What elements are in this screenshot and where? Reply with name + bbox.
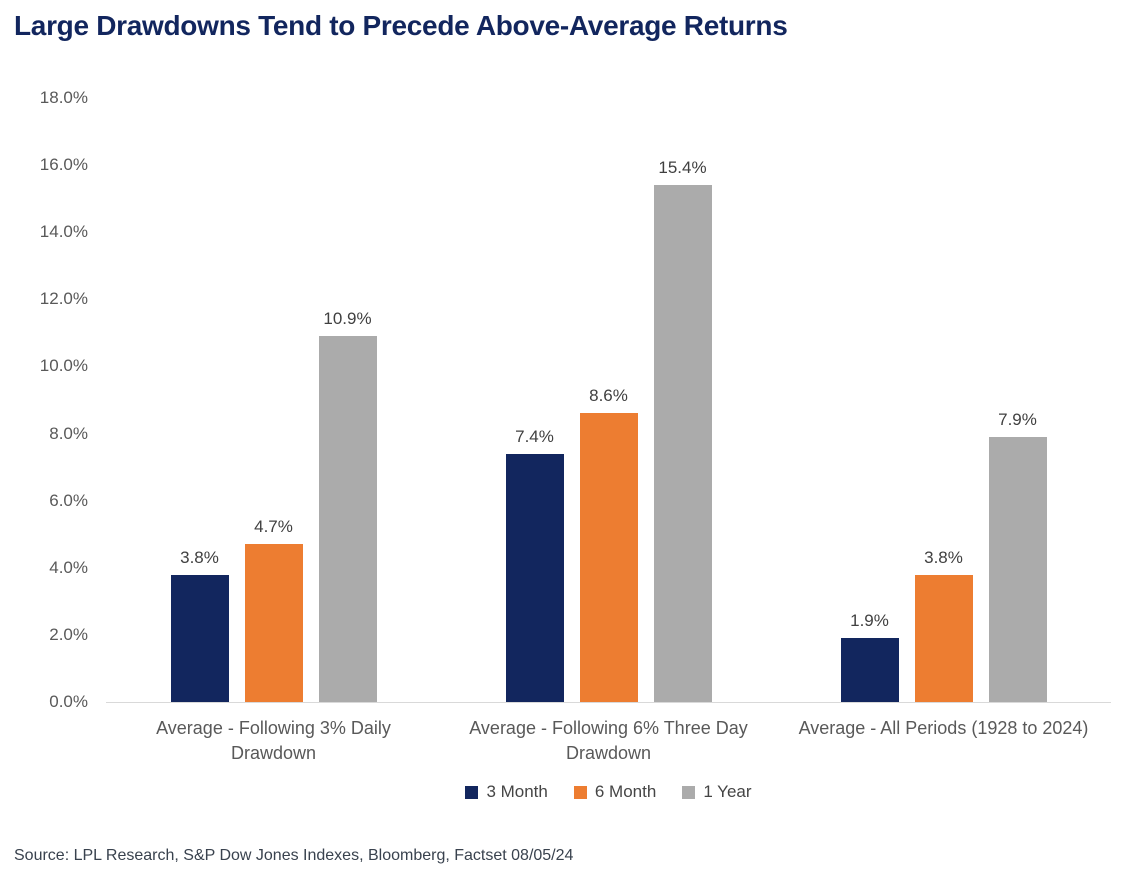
- x-axis-category-label: Average - All Periods (1928 to 2024): [798, 718, 1089, 738]
- x-axis-labels: Average - Following 3% Daily Drawdown Ave…: [106, 716, 1111, 772]
- y-axis-tick-label: 6.0%: [49, 490, 88, 510]
- bar-value-label: 1.9%: [850, 611, 889, 631]
- bar-value-label: 3.8%: [180, 547, 219, 567]
- bar: [579, 413, 638, 702]
- bar-group: 7.4% 8.6% 15.4%: [441, 98, 776, 702]
- bar-group: 3.8% 4.7% 10.9%: [106, 98, 441, 702]
- y-axis: 18.0% 16.0% 14.0% 12.0% 10.0% 8.0% 6.0% 4.0% 2.0…: [0, 0, 88, 873]
- y-axis-tick-label: 0.0%: [49, 692, 88, 711]
- bar: [244, 544, 303, 702]
- bar: [840, 638, 899, 702]
- legend-label: 6 Month: [594, 782, 657, 801]
- bar: [914, 574, 973, 702]
- y-axis-tick-label: 18.0%: [39, 88, 88, 107]
- bar: [318, 336, 377, 702]
- y-axis-tick-label: 8.0%: [49, 423, 88, 443]
- bar-column: 1.9%: [840, 610, 899, 702]
- legend-item: 3 Month: [465, 782, 548, 802]
- legend-swatch-icon: [682, 785, 696, 799]
- legend: 3 Month 6 Month 1 Year: [106, 782, 1111, 802]
- legend-swatch-icon: [465, 785, 479, 799]
- legend-swatch-icon: [573, 785, 587, 799]
- bar-column: 8.6%: [579, 385, 638, 702]
- source-note: Source: LPL Research, S&P Dow Jones Inde…: [14, 847, 574, 864]
- bar-group: 1.9% 3.8% 7.9%: [776, 98, 1111, 702]
- x-axis-category-label: Average - Following 6% Three Day Drawdow…: [469, 718, 748, 763]
- bar-column: 3.8%: [914, 547, 973, 702]
- x-axis-line: [106, 702, 1111, 703]
- y-axis-tick-label: 16.0%: [39, 155, 88, 175]
- bar-column: 15.4%: [653, 157, 712, 702]
- bar: [505, 453, 564, 702]
- y-axis-tick-label: 2.0%: [49, 624, 88, 644]
- bar-value-label: 10.9%: [323, 309, 372, 329]
- bar-value-label: 7.4%: [515, 426, 554, 446]
- bar-column: 10.9%: [318, 308, 377, 702]
- x-axis-category-label: Average - Following 3% Daily Drawdown: [156, 718, 391, 763]
- bar-value-label: 3.8%: [924, 547, 963, 567]
- bar-value-label: 7.9%: [998, 409, 1037, 429]
- bar-column: 7.4%: [505, 426, 564, 702]
- bar: [170, 574, 229, 702]
- plot-area: 3.8% 4.7% 10.9% 7.4% 8.6% 15.4% 1.9% 3.8% 7.9%: [106, 98, 1111, 703]
- chart-title: Large Drawdowns Tend to Precede Above-Av…: [14, 10, 788, 41]
- bar-column: 7.9%: [988, 409, 1047, 702]
- y-axis-tick-label: 12.0%: [39, 289, 88, 309]
- bar: [988, 436, 1047, 702]
- y-axis-tick-label: 4.0%: [49, 557, 88, 577]
- bar-column: 4.7%: [244, 516, 303, 702]
- bar-value-label: 4.7%: [254, 517, 293, 537]
- legend-item: 1 Year: [682, 782, 752, 802]
- y-axis-tick-label: 14.0%: [39, 222, 88, 242]
- bar-column: 3.8%: [170, 547, 229, 702]
- bar: [653, 185, 712, 702]
- legend-label: 3 Month: [486, 782, 548, 801]
- bar-value-label: 8.6%: [589, 386, 628, 406]
- legend-item: 6 Month: [573, 782, 657, 802]
- legend-label: 1 Year: [703, 782, 752, 801]
- y-axis-tick-label: 10.0%: [39, 356, 88, 376]
- bar-value-label: 15.4%: [658, 158, 707, 178]
